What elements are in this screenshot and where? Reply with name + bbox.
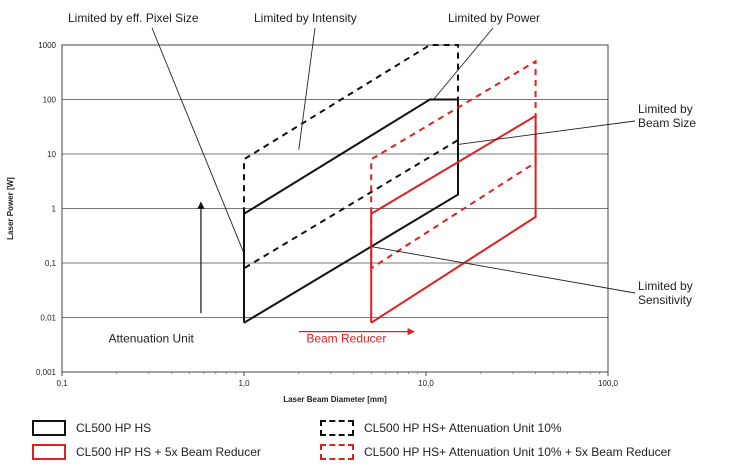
- attenuation-arrow-label: Attenuation Unit: [108, 331, 194, 345]
- x-axis-label: Laser Beam Diameter [mm]: [283, 395, 387, 404]
- series-outline: [243, 44, 459, 270]
- series-outline: [370, 59, 537, 270]
- plot-frame: [61, 44, 609, 373]
- x-tick-label: 100,0: [598, 379, 619, 388]
- x-tick-labels: 0,1 1,0 10,0 100,0: [56, 372, 619, 388]
- annotation-label: Limited by Power: [448, 11, 540, 25]
- x-tick-label: 0,1: [56, 379, 68, 388]
- y-tick-label: 100: [43, 96, 57, 105]
- legend-item: CL500 HP HS+ Attenuation Unit 10% + 5x B…: [320, 444, 671, 460]
- legend-label: CL500 HP HS+ Attenuation Unit 10%: [364, 421, 562, 435]
- legend-label: CL500 HP HS+ Attenuation Unit 10% + 5x B…: [364, 445, 672, 459]
- annotation-label: Limited by: [638, 279, 693, 293]
- series-outline: [370, 114, 537, 324]
- y-tick-label: 0,1: [45, 259, 57, 268]
- annotations-group: Limited by eff. Pixel Size Limited by Int…: [68, 11, 696, 307]
- annotation-leader: [151, 27, 245, 254]
- legend-swatch: [32, 444, 66, 460]
- y-tick-labels: 0,001 0,01 0,1 1 10 100 1000: [36, 41, 57, 377]
- annotation-label: Limited by Intensity: [254, 11, 357, 25]
- y-tick-label: 0,001: [36, 368, 57, 377]
- y-tick-label: 10: [47, 150, 56, 159]
- x-tick-label: 1,0: [238, 379, 250, 388]
- legend-label: CL500 HP HS: [76, 421, 152, 435]
- x-tick-label: 10,0: [418, 379, 434, 388]
- annotation-label: Limited by: [638, 102, 693, 116]
- annotation-leader: [433, 27, 494, 100]
- legend-swatch: [32, 420, 66, 436]
- annotation-leader: [457, 120, 636, 145]
- series-outline: [243, 98, 459, 324]
- legend-swatch: [320, 420, 354, 436]
- annotation-label: Beam Size: [638, 116, 696, 130]
- annotation-leader: [298, 27, 316, 150]
- annotation-leader: [371, 246, 636, 294]
- series-group: [243, 44, 537, 324]
- legend-swatch: [320, 444, 354, 460]
- y-tick-label: 1000: [38, 41, 56, 50]
- legend-item: CL500 HP HS+ Attenuation Unit 10%: [320, 420, 562, 436]
- y-tick-label: 1: [52, 205, 57, 214]
- legend-item: CL500 HP HS + 5x Beam Reducer: [32, 444, 261, 460]
- y-axis-label: Laser Power [W]: [6, 177, 15, 240]
- arrows-group: Attenuation Unit Beam Reducer: [108, 201, 415, 345]
- y-tick-label: 0,01: [40, 314, 56, 323]
- annotation-label: Sensitivity: [638, 293, 692, 307]
- legend-item: CL500 HP HS: [32, 420, 151, 436]
- beam-reducer-arrow-label: Beam Reducer: [306, 331, 386, 345]
- annotation-label: Limited by eff. Pixel Size: [68, 11, 199, 25]
- legend-label: CL500 HP HS + 5x Beam Reducer: [76, 445, 261, 459]
- grid: [62, 44, 608, 373]
